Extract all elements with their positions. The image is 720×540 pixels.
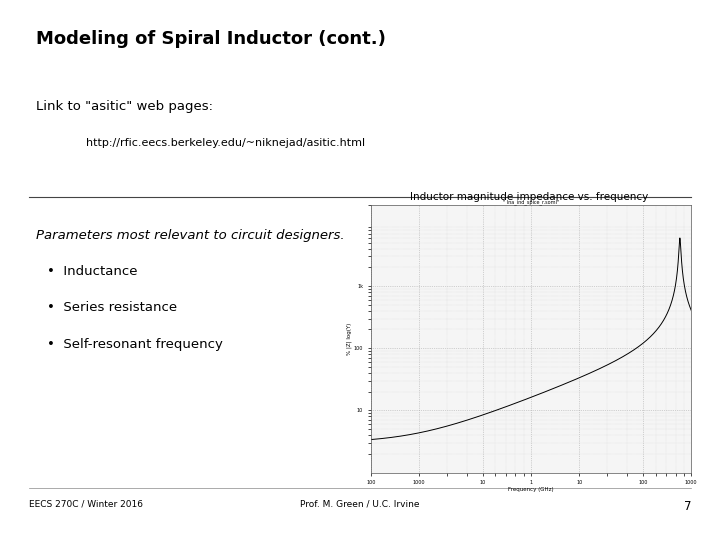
Text: Parameters most relevant to circuit designers.: Parameters most relevant to circuit desi… (36, 230, 345, 242)
Text: http://rfic.eecs.berkeley.edu/~niknejad/asitic.html: http://rfic.eecs.berkeley.edu/~niknejad/… (86, 138, 366, 148)
Y-axis label: % |Z| log(Y): % |Z| log(Y) (347, 323, 352, 355)
X-axis label: Frequency (GHz): Frequency (GHz) (508, 487, 554, 491)
Title: " lna_ind_spice_r.soml": " lna_ind_spice_r.soml" (503, 199, 559, 205)
Text: •  Inductance: • Inductance (47, 265, 138, 278)
Text: •  Series resistance: • Series resistance (47, 301, 177, 314)
Text: 7: 7 (684, 500, 691, 512)
Text: Link to "asitic" web pages:: Link to "asitic" web pages: (36, 100, 213, 113)
Text: Modeling of Spiral Inductor (cont.): Modeling of Spiral Inductor (cont.) (36, 30, 386, 48)
Text: •  Self-resonant frequency: • Self-resonant frequency (47, 338, 222, 351)
Text: Prof. M. Green / U.C. Irvine: Prof. M. Green / U.C. Irvine (300, 500, 420, 509)
Text: Inductor magnitude impedance vs. frequency: Inductor magnitude impedance vs. frequen… (410, 192, 648, 202)
Text: EECS 270C / Winter 2016: EECS 270C / Winter 2016 (29, 500, 143, 509)
